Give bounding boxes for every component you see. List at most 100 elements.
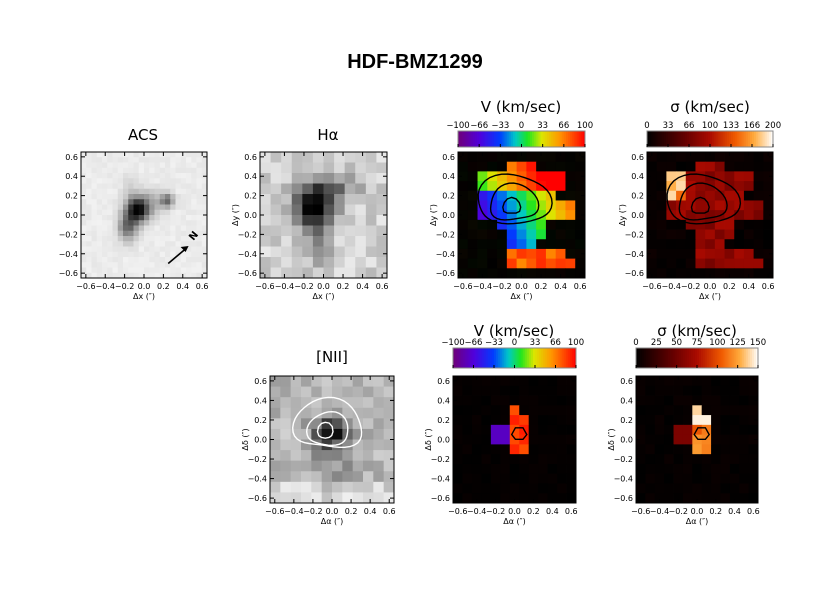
image-pixel [301,418,312,430]
colorbar-swatch [506,348,509,368]
colorbar-tick-label: 0 [512,338,517,348]
image-pixel [81,199,87,205]
image-pixel [186,162,192,169]
x-tick-label: 0.0 [317,282,330,291]
image-pixel [376,267,388,279]
y-tick-label: 0.0 [244,211,257,220]
image-pixel [538,463,549,475]
image-pixel [453,385,463,396]
y-tick-label: 0.2 [620,416,633,425]
image-pixel [711,473,721,484]
colorbar-swatch [766,131,770,147]
image-pixel [500,473,511,484]
image-pixel [128,225,134,232]
image-pixel [739,454,750,465]
image-pixel [154,209,161,216]
image-pixel [467,181,478,192]
image-pixel [321,471,333,483]
image-pixel [701,434,712,445]
image-pixel [191,236,197,242]
image-pixel [201,241,208,247]
colorbar-swatch [743,131,747,147]
image-pixel [536,171,547,182]
image-pixel [312,183,324,195]
image-pixel [102,204,108,211]
colorbar-swatch [526,348,530,368]
image-pixel [753,268,764,279]
image-pixel [175,220,182,226]
image-pixel [165,188,171,195]
image-cells [636,376,759,504]
image-pixel [196,272,203,279]
image-pixel [260,204,271,216]
image-pixel [81,251,87,258]
image-pixel [748,376,759,387]
image-pixel [645,463,656,475]
image-pixel [270,407,281,419]
image-pixel [144,209,150,216]
image-pixel [666,248,677,260]
image-pixel [144,157,150,163]
image-pixel [191,199,197,205]
image-pixel [291,215,303,226]
x-tick-label: −0.2 [303,507,322,516]
image-pixel [490,483,501,494]
image-pixel [138,162,145,169]
image-pixel [666,239,677,250]
image-pixel [196,267,203,274]
image-pixel [373,439,385,451]
image-pixel [96,215,103,221]
image-pixel [86,178,92,184]
image-pixel [477,239,488,250]
colorbar-swatch [455,348,458,368]
image-pixel [500,444,511,455]
image-pixel [133,230,140,237]
image-pixel [81,209,87,216]
image-pixel [526,190,537,201]
image-pixel [175,167,182,174]
image-pixel [453,463,463,475]
image-pixel [154,183,161,190]
image-pixel [165,257,171,263]
image-pixel [186,209,192,216]
image-pixel [165,178,171,184]
image-pixel [383,407,395,419]
image-pixel [547,483,558,494]
image-pixel [96,241,103,247]
image-pixel [201,178,208,184]
image-pixel [112,262,119,268]
colorbar-swatch [756,131,759,147]
image-pixel [270,162,282,174]
image-pixel [133,220,140,226]
image-pixel [334,246,346,258]
image-pixel [645,376,656,387]
image-pixel [656,219,667,230]
colorbar-swatch [680,131,684,147]
image-pixel [365,225,377,237]
image-pixel [334,236,346,247]
colorbar-tick-label: 75 [692,338,703,348]
image-pixel [458,229,469,240]
image-pixel [477,161,488,172]
image-pixel [695,268,706,279]
image-pixel [365,204,377,216]
image-pixel [490,395,501,406]
image-pixel [201,267,208,274]
image-pixel [154,167,161,174]
image-pixel [545,229,557,240]
image-pixel [196,157,203,163]
image-pixel [196,241,203,247]
y-tick-label: −0.4 [625,250,644,259]
image-pixel [636,395,646,406]
colorbar-swatch [574,131,577,147]
x-tick-label: 0.6 [747,507,760,516]
image-pixel [471,395,482,406]
image-pixel [133,257,140,263]
image-pixel [481,454,492,465]
colorbar-swatch [465,348,468,368]
image-pixel [201,162,208,169]
image-pixel [170,173,176,179]
colorbar-swatch [481,131,484,147]
image-pixel [302,215,314,226]
image-pixel [165,183,171,190]
